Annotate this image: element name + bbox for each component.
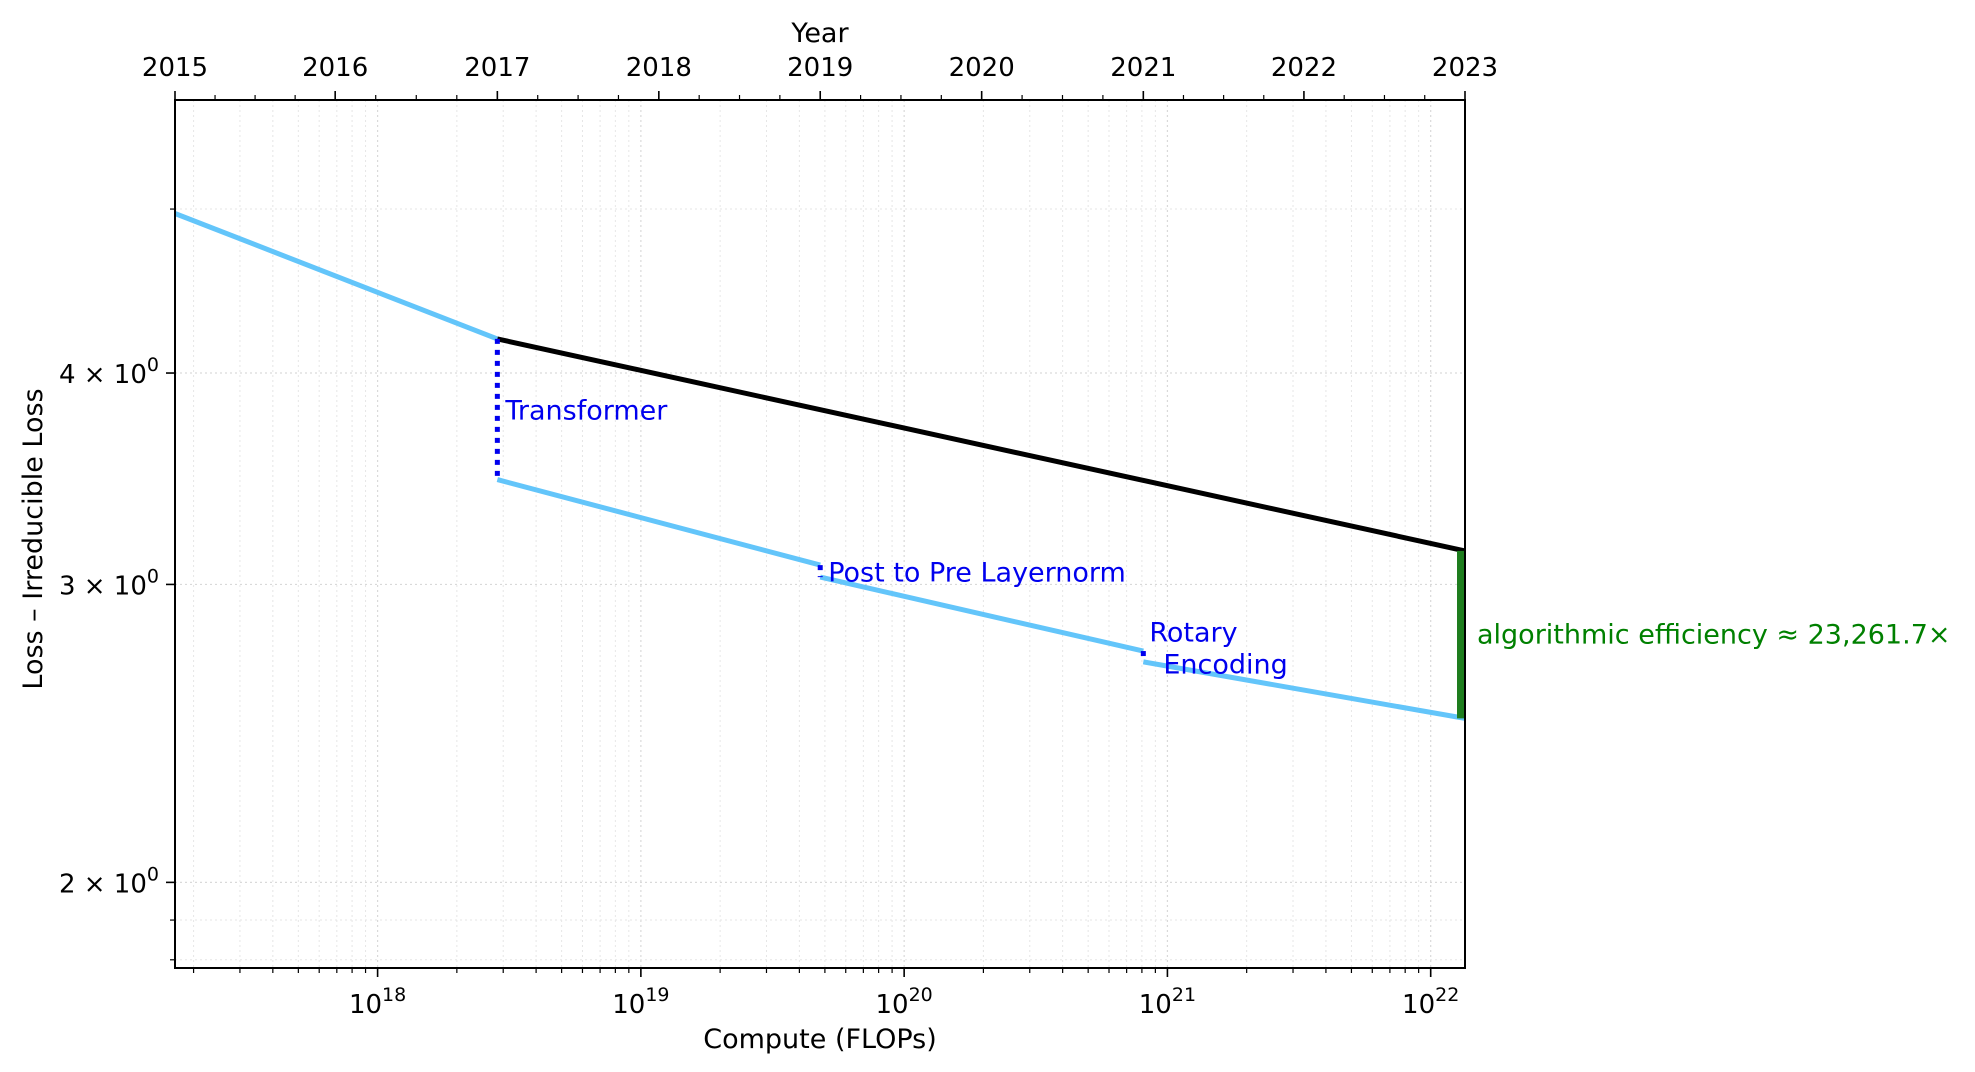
top-tick-label: 2018 — [626, 53, 692, 83]
grid-lines — [175, 100, 1465, 968]
improved-series-segment — [496, 477, 821, 568]
x-tick-label: 1019 — [612, 984, 669, 1020]
annotation-label: Transformer — [504, 396, 668, 427]
x-tick-label: 1022 — [1402, 984, 1459, 1020]
top-tick-label: 2019 — [787, 53, 853, 83]
x-tick-label: 1021 — [1139, 984, 1196, 1020]
improved-series-segment — [819, 574, 1144, 654]
y-axis-label: Loss – Irreducible Loss — [18, 388, 49, 689]
plot-series — [174, 211, 1466, 721]
y-tick-label: 2 × 100 — [59, 863, 159, 899]
top-tick-label: 2023 — [1432, 53, 1498, 83]
annotation-label: Encoding — [1163, 650, 1287, 681]
annotation-label: Post to Pre Layernorm — [828, 557, 1126, 588]
x-axis-label: Compute (FLOPs) — [703, 1024, 937, 1055]
top-axis-label: Year — [790, 18, 849, 49]
top-tick-label: 2017 — [464, 53, 530, 83]
y-tick-label: 3 × 100 — [59, 565, 159, 601]
axes: 1018 1019 1020 1021 1022 2 × 100 3 × 100 4 × 10… — [59, 53, 1498, 1020]
improved-series-segment — [1142, 659, 1466, 721]
y-tick-label: 4 × 100 — [59, 354, 159, 390]
improved-series-segment — [174, 211, 499, 342]
top-tick-label: 2015 — [142, 53, 208, 83]
plot-frame — [174, 99, 1466, 969]
efficiency-label: algorithmic efficiency ≈ 23,261.7× — [1477, 620, 1951, 651]
top-tick-label: 2022 — [1271, 53, 1337, 83]
top-tick-label: 2021 — [1110, 53, 1176, 83]
x-tick-label: 1018 — [349, 984, 406, 1020]
baseline-series-segment — [496, 336, 1466, 554]
x-tick-label: 1020 — [876, 984, 933, 1020]
annotations: Transformer Post to Pre Layernorm RotaryEn… — [494, 338, 1951, 719]
annotation-label: Rotary — [1149, 618, 1237, 649]
top-tick-label: 2016 — [302, 53, 368, 83]
top-tick-label: 2020 — [949, 53, 1015, 83]
